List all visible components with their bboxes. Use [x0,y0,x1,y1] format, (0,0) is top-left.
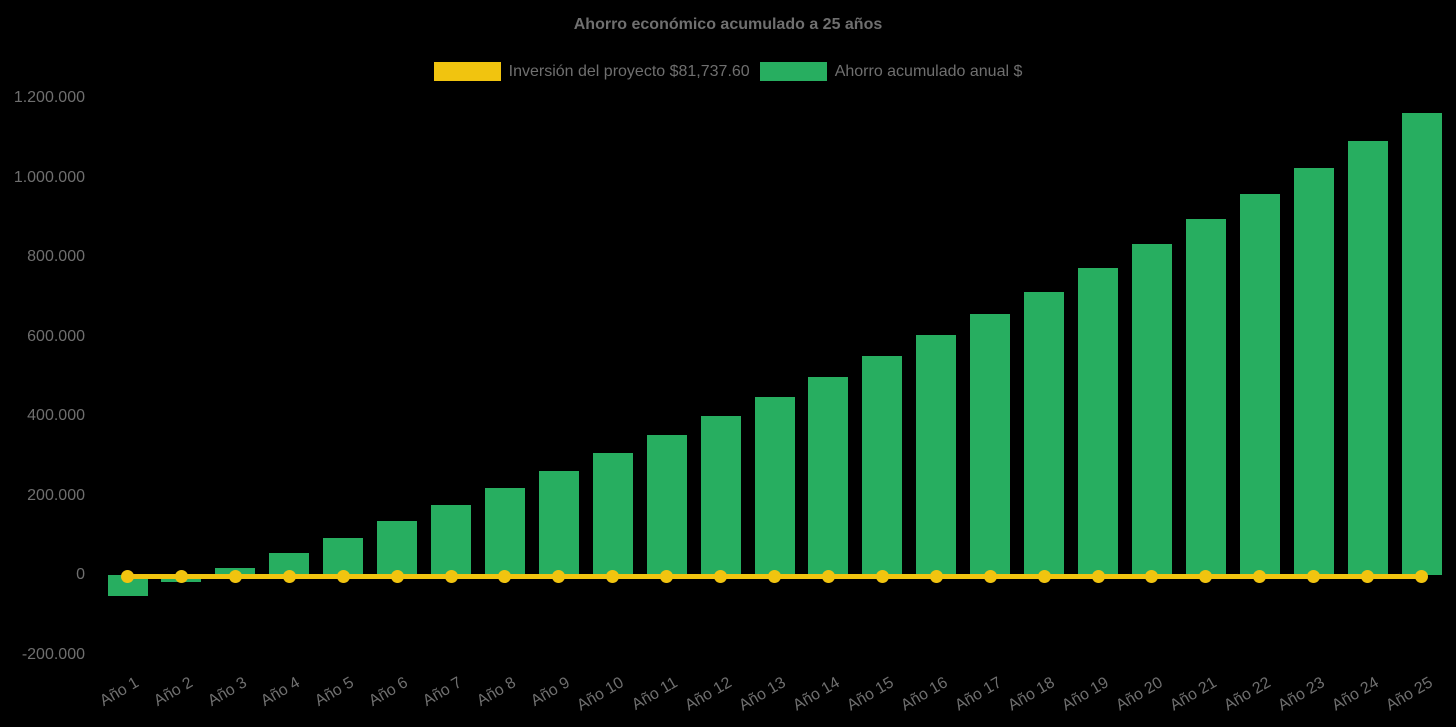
x-axis-tick-label: Año 17 [951,674,1005,715]
bar-año-16 [916,335,957,576]
bar-año-20 [1131,243,1172,576]
bar-año-1 [107,575,148,597]
investment-line-marker [875,569,889,583]
legend-swatch-savings [759,62,827,81]
x-axis-tick-label: Año 1 [96,674,142,710]
y-axis-tick-label: 0 [76,566,85,584]
legend-label-savings: Ahorro acumulado anual $ [834,63,1023,80]
legend-item-savings: Ahorro acumulado anual $ [759,62,1023,81]
bar-año-19 [1078,267,1119,576]
x-axis-tick-label: Año 23 [1275,674,1328,715]
x-axis-tick-label: Año 25 [1383,674,1436,715]
x-axis-tick-label: Año 5 [312,674,358,710]
legend-label-investment: Inversión del proyecto $81,737.60 [508,63,750,80]
x-axis-tick-label: Año 11 [629,674,681,714]
investment-line-marker [444,569,458,583]
bar-año-11 [646,434,687,576]
investment-line-marker [1307,569,1321,583]
x-axis-tick-label: Año 6 [366,674,412,710]
x-axis-tick-label: Año 18 [1005,674,1059,715]
bar-año-24 [1347,140,1388,576]
investment-line-marker [768,569,782,583]
bar-año-22 [1239,193,1280,576]
investment-line-marker [1415,569,1429,583]
bar-año-21 [1185,219,1226,576]
x-axis-tick-label: Año 12 [682,674,735,715]
x-axis-tick-label: Año 19 [1059,674,1113,715]
investment-line-marker [390,569,404,583]
investment-line-marker [174,569,188,583]
bar-año-7 [431,505,472,576]
investment-line-marker [1361,569,1375,583]
bar-año-23 [1293,168,1334,576]
y-axis-tick-label: -200.000 [21,645,85,663]
legend-item-investment: Inversión del proyecto $81,737.60 [433,62,750,81]
x-axis-tick-label: Año 20 [1113,674,1166,715]
x-axis-tick-label: Año 9 [528,674,573,710]
y-axis-tick-label: 1.000.000 [13,168,85,186]
investment-line-marker [1091,569,1105,583]
investment-line-marker [714,569,728,583]
bar-año-14 [808,377,849,576]
y-axis-tick-label: 400.000 [27,407,85,425]
x-axis-tick-label: Año 13 [736,674,789,715]
y-axis-tick-label: 800.000 [27,248,85,266]
bar-año-6 [377,520,418,576]
x-axis-tick-label: Año 21 [1167,674,1220,715]
investment-line-marker [1037,569,1051,583]
x-axis-tick-label: Año 2 [150,674,196,710]
investment-line-marker [552,569,566,583]
bar-año-4 [269,552,310,576]
bar-año-17 [970,313,1011,576]
investment-line-marker [498,569,512,583]
investment-line-marker [282,569,296,583]
x-axis-tick-label: Año 14 [790,674,843,715]
bar-año-25 [1401,113,1442,576]
y-axis-tick-label: 200.000 [27,486,85,504]
x-axis-tick-label: Año 8 [474,674,519,710]
investment-line-marker [121,569,134,583]
investment-line-marker [929,569,943,583]
bar-año-13 [754,397,795,576]
x-axis-tick-label: Año 15 [843,674,897,715]
bar-año-5 [323,537,364,576]
bar-año-10 [592,452,633,576]
x-axis-tick-label: Año 4 [258,674,304,710]
x-axis-tick-label: Año 3 [204,674,250,710]
investment-line-marker [1253,569,1267,583]
x-axis-tick-label: Año 7 [420,674,466,710]
bar-año-18 [1024,291,1065,576]
y-axis-tick-label: 600.000 [27,327,85,345]
investment-line-marker [228,569,242,583]
bar-año-12 [700,416,741,576]
x-axis-tick-label: Año 16 [897,674,951,715]
investment-line-marker [1199,569,1213,583]
x-axis-tick-label: Año 22 [1221,674,1274,715]
legend: Inversión del proyecto $81,737.60 Ahorro… [0,62,1456,81]
investment-line-marker [1145,569,1159,583]
investment-line-marker [606,569,620,583]
chart-title: Ahorro económico acumulado a 25 años [573,16,883,33]
bar-año-8 [484,488,525,576]
investment-line-marker [821,569,835,583]
legend-swatch-investment [433,62,501,81]
bar-año-15 [862,356,903,576]
bar-año-9 [538,471,579,576]
x-axis-tick-label: Año 24 [1329,674,1382,715]
investment-line-marker [660,569,674,583]
investment-line-marker [336,569,350,583]
x-axis-tick-label: Año 10 [574,674,627,715]
y-axis-tick-label: 1.200.000 [13,88,85,106]
investment-line-marker [983,569,997,583]
